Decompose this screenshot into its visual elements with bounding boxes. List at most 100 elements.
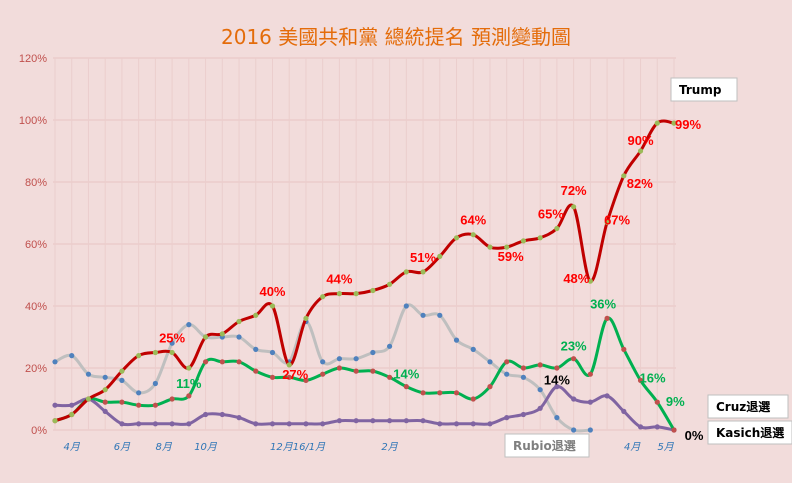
trump-point: [671, 120, 677, 126]
rubio-legend-box: Rubio退選: [504, 433, 590, 458]
rubio-point: [236, 334, 242, 340]
rubio-point: [487, 359, 493, 365]
cruz-point: [169, 396, 175, 402]
trump-point: [386, 281, 393, 287]
x-tick-label: 4月: [64, 442, 81, 453]
chart-title: 2016 美國共和黨 總統提名 預測變動圖: [221, 25, 571, 49]
trump-point: [504, 244, 510, 250]
cruz-point: [504, 359, 510, 365]
kasich-point: [420, 418, 426, 424]
trump-point: [487, 244, 493, 250]
trump-point: [336, 291, 343, 297]
cruz-point: [119, 399, 125, 405]
x-tick-label: 12月16/1月: [270, 442, 326, 453]
kasich-point: [437, 421, 443, 427]
trump-point: [253, 312, 259, 318]
data-label: 67%: [604, 212, 630, 227]
legend-boxes: Trump Cruz退選 Kasich退選 Rubio退選: [504, 77, 792, 458]
kasich-point: [487, 421, 493, 427]
trump-point: [286, 362, 292, 368]
cruz-point: [253, 368, 259, 374]
cruz-point: [320, 371, 326, 377]
cruz-point: [487, 384, 493, 390]
cruz-point: [269, 374, 276, 380]
rubio-point: [437, 312, 443, 318]
cruz-point: [637, 377, 644, 383]
trump-point: [554, 225, 560, 232]
trump-point: [621, 173, 627, 179]
cruz-point: [236, 359, 242, 365]
cruz-point: [286, 374, 292, 380]
cruz-point: [186, 393, 192, 399]
trump-point: [202, 334, 209, 340]
data-label: 16%: [640, 370, 666, 385]
kasich-point: [403, 418, 409, 424]
rubio-point: [85, 371, 92, 377]
kasich-point: [604, 393, 610, 399]
cruz-point: [470, 396, 476, 402]
kasich-legend-box: Kasich退選: [707, 420, 792, 445]
cruz-legend-box-frame: [707, 394, 789, 419]
rubio-point: [537, 387, 543, 393]
kasich-point: [537, 405, 543, 411]
trump-point: [269, 303, 276, 309]
rubio-point: [453, 337, 460, 343]
kasich-point: [637, 424, 644, 430]
cruz-legend-label: Cruz退選: [716, 400, 770, 414]
kasich-legend-box-frame: [707, 420, 792, 445]
cruz-point: [102, 399, 108, 405]
x-tick-label: 6月: [114, 442, 131, 453]
kasich-point: [202, 411, 209, 418]
trump-point: [370, 287, 376, 294]
kasich-point: [621, 408, 627, 414]
data-label: 36%: [590, 296, 616, 311]
x-tick-label: 10月: [194, 442, 218, 453]
kasich-point: [269, 421, 276, 427]
kasich-point: [587, 399, 593, 405]
cruz-point: [453, 390, 460, 396]
x-tick-label: 5月: [657, 442, 674, 453]
kasich-point: [504, 415, 510, 421]
trump-point: [119, 368, 125, 374]
data-label: 9%: [666, 394, 685, 409]
data-label: 25%: [159, 331, 185, 346]
trump-point: [69, 411, 75, 418]
y-tick-label: 20%: [25, 363, 47, 375]
data-label: 65%: [538, 207, 564, 222]
cruz-point: [604, 315, 610, 321]
cruz-point: [671, 427, 677, 433]
x-tick-label: 8月: [156, 442, 173, 453]
kasich-point: [186, 421, 192, 427]
trump-point: [571, 204, 577, 210]
rubio-point: [52, 359, 58, 365]
rubio-point: [169, 340, 175, 346]
kasich-point: [286, 421, 292, 427]
rubio-point: [554, 415, 560, 421]
cruz-point: [353, 368, 359, 374]
rubio-point: [186, 322, 192, 328]
y-tick-label: 120%: [19, 53, 47, 65]
kasich-point: [119, 421, 125, 427]
data-label: 0%: [685, 428, 704, 443]
cruz-point: [537, 362, 543, 368]
rubio-point: [470, 346, 476, 352]
rubio-point: [69, 353, 75, 359]
data-label: 99%: [675, 117, 701, 132]
cruz-point: [621, 346, 627, 352]
rubio-point: [136, 390, 142, 396]
x-tick-label: 4月: [624, 442, 641, 453]
trump-point: [303, 315, 309, 321]
rubio-point: [353, 356, 359, 362]
rubio-point: [269, 349, 276, 356]
data-label: 11%: [176, 376, 202, 391]
data-label: 51%: [410, 250, 436, 265]
kasich-point: [571, 396, 577, 402]
rubio-point: [420, 312, 426, 318]
trump-point: [437, 253, 443, 259]
data-labels: 25% 40% 27% 44% 51% 64% 59% 65% 72% 48% 67% 82% 90% 9…: [159, 117, 704, 443]
trump-point: [353, 291, 359, 297]
kasich-point: [520, 411, 527, 418]
kasich-point: [353, 418, 359, 424]
cruz-point: [202, 359, 209, 365]
trump-point: [136, 353, 142, 359]
